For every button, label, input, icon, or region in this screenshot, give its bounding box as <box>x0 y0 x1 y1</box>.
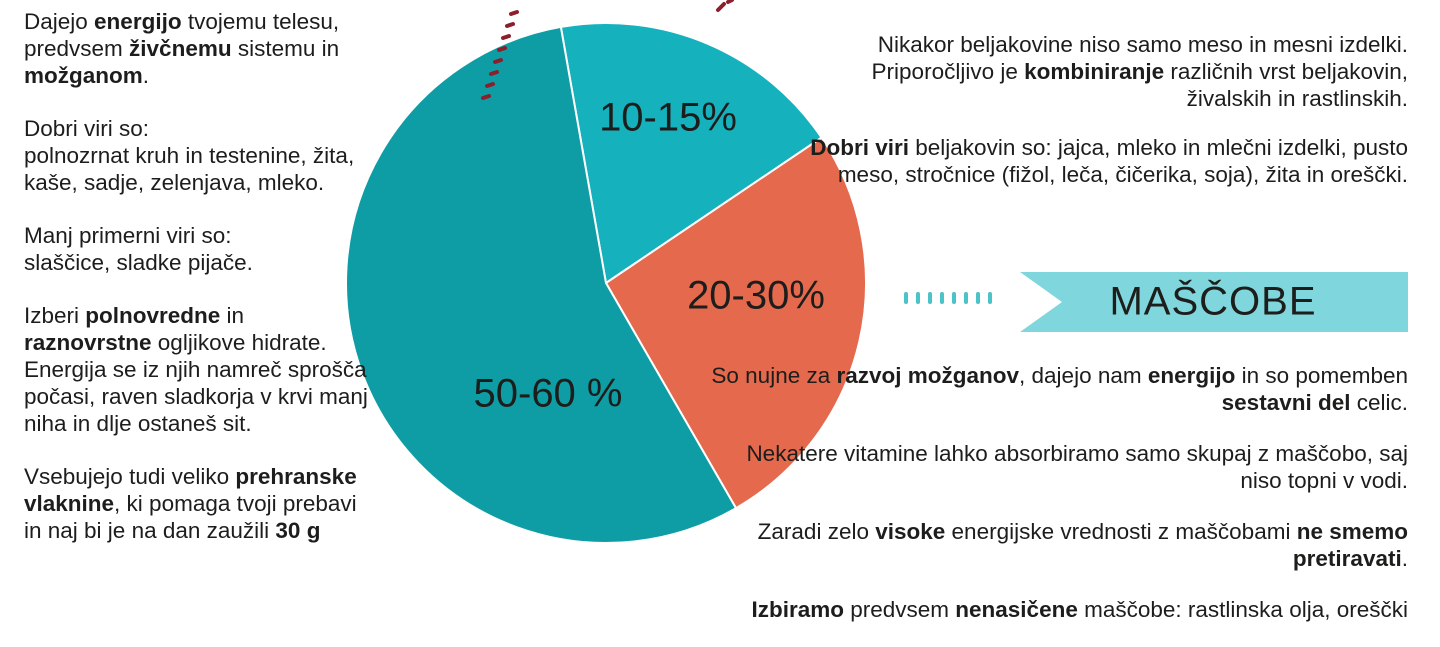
pie-slice-3 <box>345 25 738 544</box>
arc-dot <box>501 34 511 40</box>
fats-banner: MAŠČOBE <box>1020 272 1408 332</box>
pie-slice-label-1: 10-15% <box>599 96 737 140</box>
left-paragraph-2: Dobri viri so: polnozrnat kruh in testeni… <box>24 116 355 195</box>
arc-dot <box>726 0 734 4</box>
arc-dot <box>497 46 507 52</box>
fats-paragraph-2: Nekatere vitamine lahko absorbiramo samo… <box>746 441 1408 493</box>
left-paragraph-1: Dajejo energijo tvojemu telesu, predvsem… <box>24 9 340 88</box>
fats-paragraph-4: Izbiramo predvsem nenasičene maščobe: ra… <box>751 597 1408 622</box>
pie-chart: 10-15% 20-30% 50-60 % MAŠČOBE <box>345 0 1408 544</box>
protein-text-column: Nikakor beljakovine niso samo meso in me… <box>788 8 1408 211</box>
fats-text-column: So nujne za razvoj možganov, dajejo nam … <box>708 362 1408 647</box>
pie-slice-label-3: 50-60 % <box>474 372 623 416</box>
arc-dot <box>481 94 491 100</box>
banner-label: MAŠČOBE <box>1109 279 1316 324</box>
left-paragraph-5: Vsebujejo tudi veliko prehranske vlaknin… <box>24 464 357 543</box>
decorative-dots <box>481 0 992 304</box>
left-text-column: Dajejo energijo tvojemu telesu, predvsem… <box>24 8 374 570</box>
pie-slice-label-2: 20-30% <box>687 274 825 318</box>
fats-paragraph-3: Zaradi zelo visoke energijske vrednosti … <box>757 519 1408 571</box>
fats-paragraph-1: So nujne za razvoj možganov, dajejo nam … <box>711 363 1408 415</box>
banner-shape <box>1020 272 1408 332</box>
left-paragraph-4: Izberi polnovredne in raznovrstne ogljik… <box>24 303 368 436</box>
arc-dot <box>509 10 519 16</box>
pie-slice-2 <box>604 136 867 510</box>
left-paragraph-3: Manj primerni viri so: slaščice, sladke p… <box>24 223 253 275</box>
arc-dot <box>716 2 726 12</box>
arc-dot <box>505 22 515 28</box>
arc-dot <box>489 70 499 76</box>
pie-labels: 10-15% 20-30% 50-60 % <box>474 96 825 416</box>
protein-paragraph-1: Nikakor beljakovine niso samo meso in me… <box>871 31 1408 111</box>
arc-dot <box>493 58 503 64</box>
arc-dot <box>485 82 495 88</box>
pie-slices <box>345 22 867 544</box>
protein-paragraph-2: Dobri viri beljakovin so: jajca, mleko i… <box>810 135 1408 187</box>
pie-slice-1 <box>559 22 823 285</box>
